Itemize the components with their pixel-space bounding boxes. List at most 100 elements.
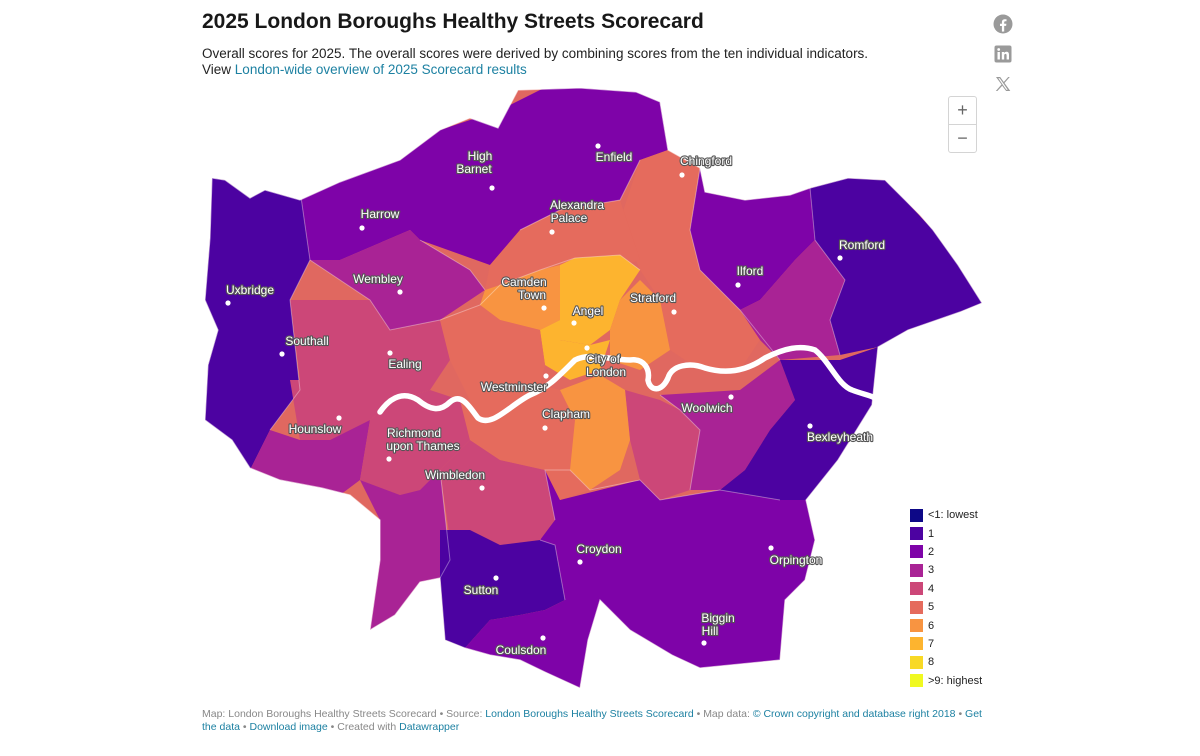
place-dot <box>541 305 547 311</box>
place-stratford-label: Stratford <box>630 291 676 305</box>
place-westminster: Westminster <box>480 373 549 395</box>
place-high-barnet: High Barnet <box>455 148 495 191</box>
place-sutton-label: Sutton <box>464 583 499 597</box>
borough-bexley[interactable] <box>720 347 878 500</box>
place-dot <box>493 575 499 581</box>
place-richmond-label-1: Richmond <box>387 426 441 440</box>
borough-brent[interactable] <box>310 230 485 330</box>
borough-redbridge[interactable] <box>690 168 815 310</box>
borough-westminster[interactable] <box>440 305 545 400</box>
zoom-out-button[interactable]: − <box>949 124 976 151</box>
overview-link[interactable]: London-wide overview of 2025 Scorecard r… <box>234 62 527 77</box>
place-croydon-label: Croydon <box>576 542 621 556</box>
place-alexandra-palace-label-2: Palace <box>551 211 588 225</box>
place-harrow-label: Harrow <box>361 207 400 221</box>
legend-label: 6 <box>928 619 935 632</box>
footer-mapdata-prefix: Map data: <box>703 708 750 720</box>
footer-datawrapper-link[interactable]: Datawrapper <box>399 720 460 733</box>
x-icon[interactable] <box>992 73 1014 95</box>
legend-swatch <box>910 619 923 633</box>
place-alexandra-palace-label-1: Alexandra <box>550 198 604 212</box>
borough-newham[interactable] <box>620 150 760 370</box>
footer-get-data-link[interactable]: Get the data <box>202 708 982 733</box>
place-clapham-label: Clapham <box>542 407 590 421</box>
place-labels: High Barnet Enfield Chingford Harrow Alex… <box>225 143 886 658</box>
footer: Map: London Boroughs Healthy Streets Sco… <box>202 708 992 733</box>
legend-label: 4 <box>928 582 935 595</box>
linkedin-icon[interactable] <box>992 43 1014 65</box>
place-bexleyheath: Bexleyheath <box>806 423 874 445</box>
place-high-barnet-label-1: High <box>468 149 493 163</box>
view-prefix: View <box>202 62 232 77</box>
footer-source-link[interactable]: London Boroughs Healthy Streets Scorecar… <box>485 708 694 720</box>
chart-title: 2025 London Boroughs Healthy Streets Sco… <box>202 10 704 33</box>
place-uxbridge-label: Uxbridge <box>226 283 274 297</box>
borough-ealing[interactable] <box>290 300 450 440</box>
legend-item: 7 <box>910 635 982 653</box>
place-woolwich-label: Woolwich <box>681 401 732 415</box>
place-coulsdon: Coulsdon <box>495 635 547 658</box>
legend-item: <1: lowest <box>910 506 982 524</box>
borough-north-outer[interactable] <box>300 80 680 265</box>
borough-tower-hamlets[interactable] <box>610 280 670 370</box>
borough-lewisham[interactable] <box>625 390 700 500</box>
place-dot <box>279 351 285 357</box>
footer-sep: • <box>330 720 335 733</box>
place-angel: Angel <box>571 303 604 326</box>
place-coulsdon-label: Coulsdon <box>496 643 547 657</box>
borough-sutton[interactable] <box>440 530 565 648</box>
place-biggin-hill: Biggin Hill <box>700 610 736 646</box>
legend-label: >9: highest <box>928 674 983 687</box>
borough-camden[interactable] <box>480 265 560 330</box>
place-southall: Southall <box>279 333 330 357</box>
place-wembley-label: Wembley <box>353 272 403 286</box>
borough-barking[interactable] <box>740 240 845 360</box>
borough-lambeth-southwark[interactable] <box>560 375 630 490</box>
legend-label: 8 <box>928 656 935 669</box>
borough-fills <box>180 80 982 688</box>
borough-islington[interactable] <box>560 255 640 345</box>
borough-city[interactable] <box>540 320 610 380</box>
place-dot <box>540 635 546 641</box>
london-boundary <box>204 87 983 689</box>
place-stratford: Stratford <box>629 290 677 315</box>
place-dot <box>543 373 549 379</box>
borough-croydon-bromley[interactable] <box>465 470 815 688</box>
place-dot <box>359 225 365 231</box>
zoom-in-button[interactable]: + <box>957 100 968 120</box>
borough-havering[interactable] <box>810 178 982 355</box>
borough-wandsworth[interactable] <box>460 385 575 470</box>
borough-hounslow[interactable] <box>250 420 370 495</box>
place-wembley: Wembley <box>352 271 404 295</box>
place-dot <box>549 229 555 235</box>
legend-swatch <box>910 674 923 688</box>
borough-greenwich[interactable] <box>660 360 795 490</box>
borough-richmond[interactable] <box>360 390 470 495</box>
place-orpington-label: Orpington <box>770 553 823 567</box>
footer-download-link[interactable]: Download image <box>249 720 328 733</box>
facebook-icon[interactable] <box>992 13 1014 35</box>
legend: <1: lowest 1 2 3 4 5 6 7 8 >9: highest <box>910 506 982 690</box>
place-dot <box>542 425 548 431</box>
place-city-of-london-label-2: London <box>586 365 626 379</box>
borough-south-lambeth[interactable] <box>545 470 590 500</box>
footer-mapdata-link[interactable]: © Crown copyright and database right 201… <box>752 708 956 720</box>
river-thames <box>377 344 878 424</box>
place-dot <box>768 545 774 551</box>
borough-kingston[interactable] <box>360 470 450 630</box>
borough-merton[interactable] <box>440 440 555 545</box>
legend-swatch <box>910 527 923 541</box>
place-dot <box>807 423 813 429</box>
place-chingford: Chingford <box>679 153 733 178</box>
place-hounslow-label: Hounslow <box>289 422 342 436</box>
borough-hillingdon[interactable] <box>180 160 310 480</box>
legend-item: 6 <box>910 616 982 634</box>
place-ealing-label: Ealing <box>388 357 421 371</box>
place-dot <box>728 394 734 400</box>
